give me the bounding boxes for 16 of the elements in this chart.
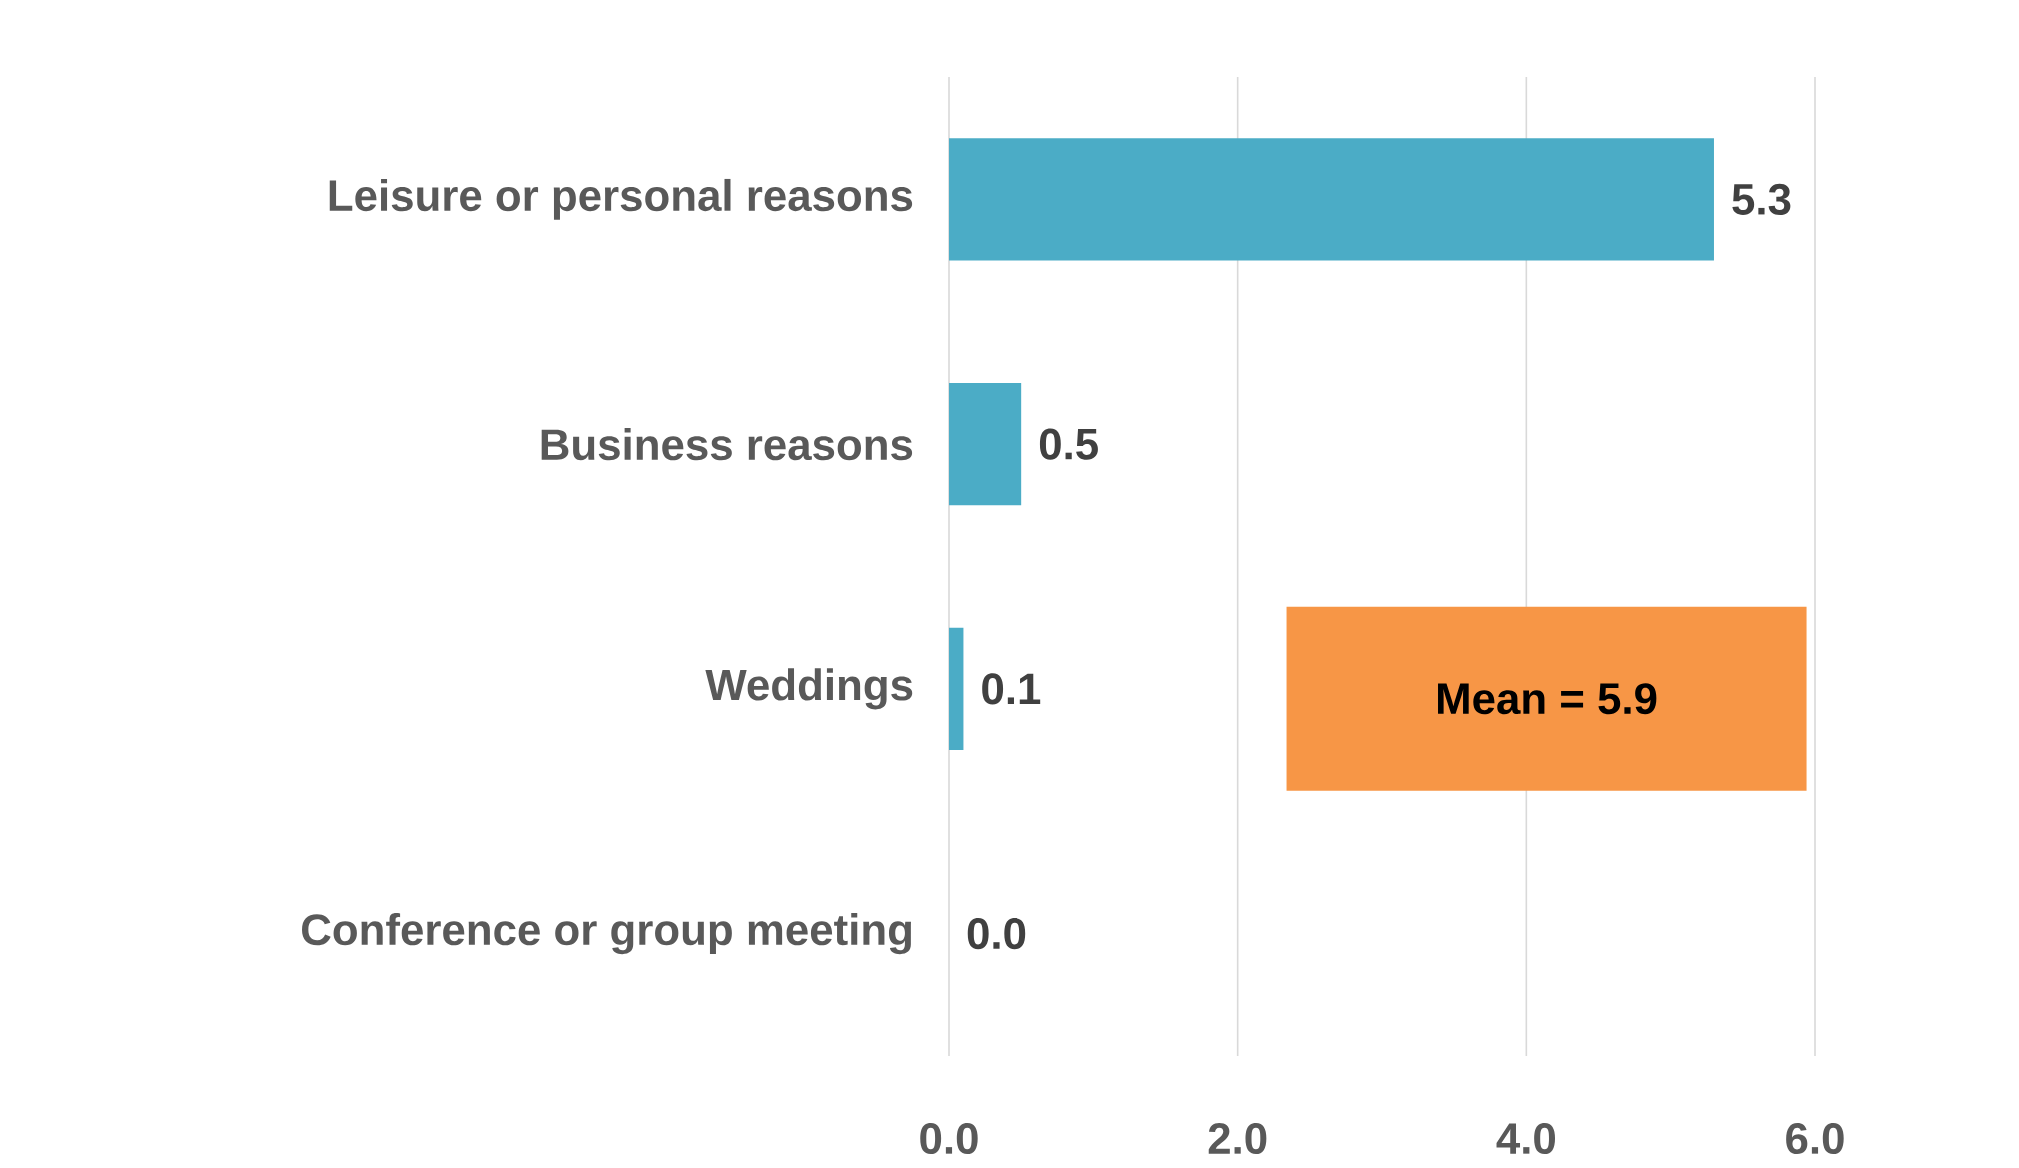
data-label: 0.0 (967, 918, 1026, 950)
y-tick-label: Business reasons (541, 428, 913, 461)
x-tick-label: 2.0 (1208, 1123, 1267, 1155)
x-tick-label: 4.0 (1496, 1123, 1556, 1155)
data-label: 0.5 (1039, 428, 1098, 460)
x-tick-label: 0.0 (920, 1123, 978, 1155)
bar (949, 627, 964, 751)
bar (949, 382, 1022, 506)
y-tick-label: Conference or group meeting (302, 913, 911, 955)
data-label: 5.3 (1732, 183, 1791, 215)
bar (949, 138, 1714, 261)
annotation: Mean = 5.9 (1438, 683, 1657, 715)
data-label: 0.1 (982, 673, 1041, 705)
y-tick-label: Weddings (705, 668, 913, 710)
x-tick-label: 6.0 (1786, 1123, 1844, 1155)
y-tick-label: Leisure or personal reasons (329, 178, 913, 220)
